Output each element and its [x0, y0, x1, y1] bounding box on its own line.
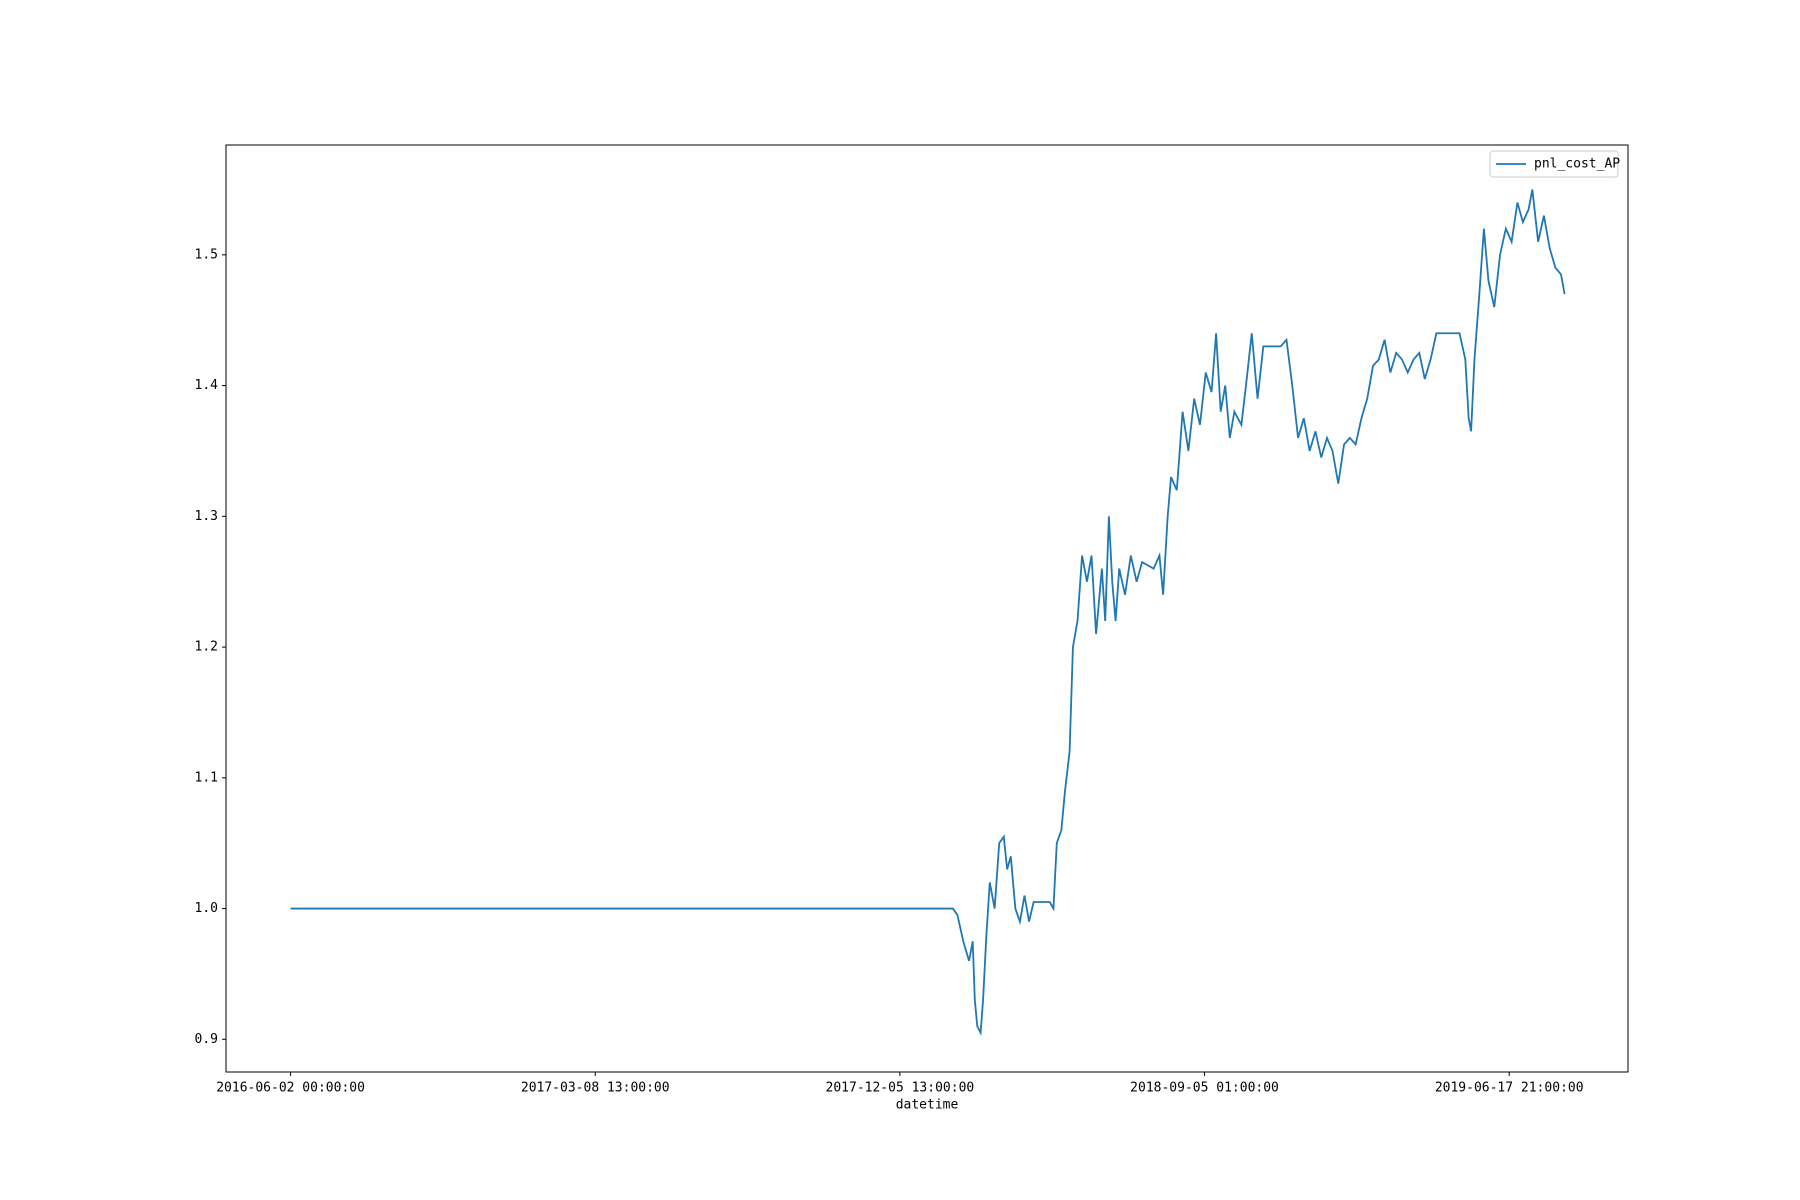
y-tick-label: 1.5	[195, 247, 218, 262]
y-tick-label: 1.1	[195, 770, 218, 785]
x-axis-label: datetime	[896, 1098, 959, 1113]
plot-area	[225, 144, 1629, 1073]
y-tick-label: 1.4	[195, 378, 219, 393]
y-tick-label: 1.3	[195, 509, 218, 524]
x-tick-label: 2017-03-08 13:00:00	[521, 1081, 670, 1096]
legend-box	[1489, 150, 1619, 178]
y-tick-label: 0.9	[195, 1032, 218, 1047]
y-tick-label: 1.2	[195, 640, 218, 655]
legend-label: pnl_cost_AP	[1534, 157, 1620, 172]
y-tick-label: 1.0	[195, 901, 218, 916]
x-tick-label: 2019-06-17 21:00:00	[1435, 1081, 1584, 1096]
line-series	[290, 189, 1566, 1037]
x-tick-label: 2017-12-05 13:00:00	[826, 1081, 975, 1096]
x-tick-label: 2016-06-02 00:00:00	[216, 1081, 365, 1096]
x-tick-label: 2018-09-05 01:00:00	[1130, 1081, 1279, 1096]
